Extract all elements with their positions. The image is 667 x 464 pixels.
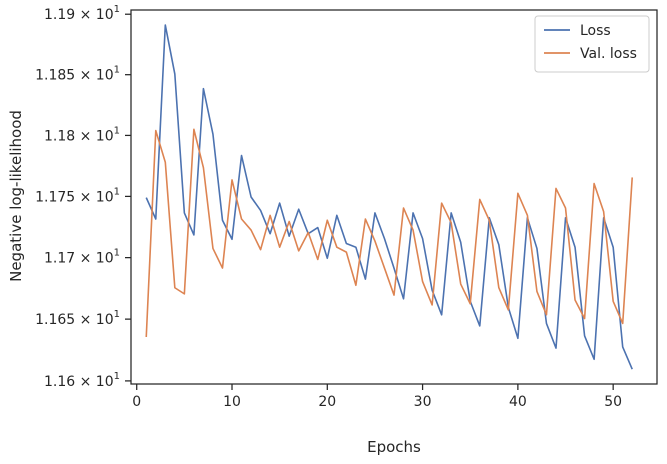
y-tick-label: 1.17 × 101	[44, 248, 120, 267]
x-tick-label: 50	[604, 394, 622, 410]
x-tick-label: 10	[223, 394, 241, 410]
y-tick-label: 1.18 × 101	[44, 125, 120, 144]
x-tick-label: 30	[414, 394, 432, 410]
series-layer	[145, 24, 634, 370]
y-tick-label: 1.165 × 101	[35, 309, 120, 328]
x-tick-label: 20	[318, 394, 336, 410]
legend: Loss Val. loss	[534, 15, 650, 73]
x-axis: 0 10 20 30 40 50	[132, 384, 622, 410]
legend-label: Loss	[580, 23, 611, 39]
legend-label: Val. loss	[580, 46, 637, 62]
y-tick-label: 1.175 × 101	[35, 186, 120, 205]
y-tick-label: 1.19 × 101	[44, 4, 120, 23]
y-axis-label: Negative log-likelihood	[7, 110, 25, 282]
y-tick-label: 1.185 × 101	[35, 65, 120, 84]
y-tick-label: 1.16 × 101	[44, 371, 120, 390]
x-axis-label: Epochs	[367, 438, 421, 456]
y-axis: 1.16 × 101 1.165 × 101 1.17 × 101 1.175 × 1…	[35, 4, 131, 390]
x-tick-label: 40	[509, 394, 527, 410]
x-tick-label: 0	[132, 394, 141, 410]
series-line-val-loss	[145, 128, 634, 338]
